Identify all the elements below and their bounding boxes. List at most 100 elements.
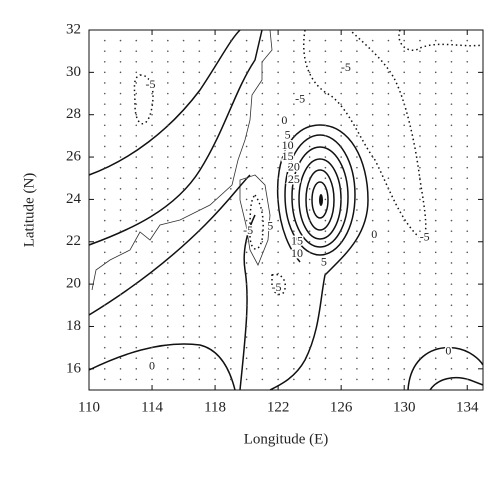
grid-dot bbox=[340, 71, 342, 74]
grid-dot bbox=[135, 135, 138, 137]
grid-dot bbox=[434, 368, 437, 370]
grid-dot bbox=[293, 177, 295, 180]
contour-line bbox=[284, 134, 356, 256]
grid-dot bbox=[293, 240, 295, 243]
contour-label: -5 bbox=[145, 77, 155, 91]
grid-dot bbox=[151, 177, 153, 180]
grid-dot bbox=[434, 336, 437, 338]
grid-dot bbox=[198, 378, 201, 381]
grid-dot bbox=[214, 156, 216, 158]
grid-dot bbox=[450, 50, 453, 52]
grid-dot bbox=[167, 293, 169, 296]
grid-dot bbox=[466, 188, 469, 190]
grid-dot bbox=[387, 209, 390, 211]
grid-dot bbox=[198, 113, 201, 116]
grid-dot bbox=[135, 39, 138, 42]
grid-dot bbox=[293, 135, 295, 137]
grid-dot bbox=[293, 251, 295, 254]
grid-dot bbox=[261, 188, 264, 190]
grid-dot bbox=[419, 378, 421, 381]
contour-label: 0 bbox=[371, 227, 377, 241]
grid-dot bbox=[198, 346, 201, 349]
grid-dot bbox=[308, 156, 311, 158]
grid-dot bbox=[167, 262, 169, 264]
grid-dot bbox=[245, 272, 248, 275]
grid-dot bbox=[308, 272, 311, 275]
grid-dot bbox=[308, 336, 311, 338]
grid-dot bbox=[466, 92, 469, 95]
grid-dot bbox=[308, 92, 311, 95]
grid-dot bbox=[308, 315, 311, 317]
grid-dot bbox=[371, 357, 374, 360]
grid-dot bbox=[182, 219, 185, 222]
grid-dot bbox=[324, 135, 327, 137]
grid-dot bbox=[135, 251, 138, 254]
grid-dot bbox=[403, 39, 406, 42]
grid-dot bbox=[135, 103, 138, 105]
grid-dot bbox=[135, 336, 138, 338]
grid-dot bbox=[356, 378, 358, 381]
grid-dot bbox=[198, 166, 201, 169]
contour-label: -5 bbox=[341, 60, 351, 74]
grid-dot bbox=[103, 209, 106, 211]
grid-dot bbox=[230, 283, 232, 285]
grid-dot bbox=[419, 92, 421, 95]
grid-dot bbox=[277, 315, 279, 317]
grid-dot bbox=[182, 325, 185, 328]
grid-dot bbox=[371, 188, 374, 190]
grid-dot bbox=[293, 272, 295, 275]
grid-dot bbox=[119, 92, 122, 95]
grid-dot bbox=[419, 188, 421, 190]
grid-dot bbox=[340, 113, 342, 116]
grid-dot bbox=[387, 336, 390, 338]
grid-dot bbox=[245, 378, 248, 381]
grid-dot bbox=[403, 240, 406, 243]
grid-dot bbox=[277, 71, 279, 74]
grid-dot bbox=[340, 60, 342, 63]
grid-dot bbox=[245, 82, 248, 84]
grid-dot bbox=[277, 368, 279, 370]
grid-dot bbox=[151, 304, 153, 307]
grid-dot bbox=[466, 166, 469, 169]
grid-dot bbox=[293, 219, 295, 222]
grid-dot bbox=[450, 315, 453, 317]
grid-dot bbox=[340, 304, 342, 307]
grid-dot bbox=[293, 325, 295, 328]
grid-dot bbox=[324, 60, 327, 63]
grid-dot bbox=[277, 198, 279, 201]
grid-dot bbox=[103, 357, 106, 360]
grid-dot bbox=[308, 240, 311, 243]
grid-dot bbox=[356, 251, 358, 254]
grid-dot bbox=[119, 145, 122, 148]
grid-dot bbox=[119, 188, 122, 190]
grid-dot bbox=[198, 82, 201, 84]
grid-dot bbox=[103, 325, 106, 328]
grid-dot bbox=[198, 209, 201, 211]
grid-dot bbox=[293, 60, 295, 63]
grid-dot bbox=[340, 357, 342, 360]
grid-dot bbox=[450, 209, 453, 211]
grid-dot bbox=[371, 346, 374, 349]
grid-dot bbox=[434, 357, 437, 360]
grid-dot bbox=[340, 39, 342, 42]
grid-dot bbox=[293, 156, 295, 158]
grid-dot bbox=[356, 315, 358, 317]
grid-dot bbox=[198, 262, 201, 264]
grid-dot bbox=[103, 145, 106, 148]
grid-dot bbox=[277, 103, 279, 105]
grid-dot bbox=[324, 156, 327, 158]
grid-dot bbox=[324, 188, 327, 190]
grid-dot bbox=[151, 113, 153, 116]
grid-dot bbox=[214, 177, 216, 180]
grid-dot bbox=[245, 124, 248, 127]
grid-dot bbox=[151, 336, 153, 338]
grid-dot bbox=[151, 272, 153, 275]
grid-dot bbox=[245, 71, 248, 74]
grid-dot bbox=[135, 262, 138, 264]
grid-dot bbox=[340, 92, 342, 95]
x-tick-label: 130 bbox=[393, 399, 416, 415]
grid-dot bbox=[277, 39, 279, 42]
grid-dot bbox=[466, 156, 469, 158]
grid-dot bbox=[403, 272, 406, 275]
grid-dot bbox=[167, 82, 169, 84]
